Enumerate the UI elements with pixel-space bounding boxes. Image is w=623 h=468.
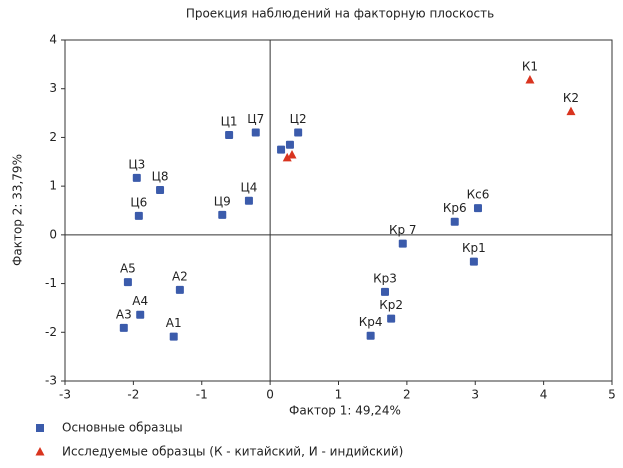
x-tick-label: 0 (266, 388, 274, 402)
y-tick-label: -3 (45, 374, 57, 388)
point (119, 323, 128, 332)
point (566, 106, 576, 116)
point (287, 149, 297, 159)
point (244, 196, 253, 205)
point (175, 285, 184, 294)
point (450, 217, 459, 226)
x-tick-label: 1 (335, 388, 343, 402)
point-label: К2 (563, 91, 579, 105)
point-label: Ц3 (128, 157, 145, 171)
point-label: Ц4 (240, 180, 257, 194)
point (366, 331, 375, 340)
point (473, 204, 482, 213)
legend-label: Исследуемые образцы (К - китайский, И - … (62, 445, 403, 459)
legend-label: Основные образцы (62, 421, 183, 435)
point-label: А4 (132, 294, 148, 308)
point (136, 310, 145, 319)
point-label: Ц7 (247, 112, 264, 126)
chart-title: Проекция наблюдений на факторную плоскос… (186, 7, 494, 21)
point (134, 211, 143, 220)
x-tick-label: 4 (540, 388, 548, 402)
x-axis-label: Фактор 1: 49,24% (289, 404, 401, 418)
point-label: Ц9 (214, 194, 231, 208)
point-label: Кр3 (373, 271, 397, 285)
point (156, 186, 165, 195)
point-label: Кр4 (359, 315, 383, 329)
x-tick-label: 3 (471, 388, 479, 402)
y-tick-label: 1 (49, 179, 57, 193)
point-label: А5 (120, 262, 136, 276)
point (251, 128, 260, 137)
point-label: Кр 7 (389, 223, 417, 237)
point (123, 278, 132, 287)
legend-marker (35, 447, 45, 456)
point-label: А3 (116, 307, 132, 321)
x-tick-label: 2 (403, 388, 411, 402)
point (225, 130, 234, 139)
y-tick-label: 3 (49, 81, 57, 95)
y-tick-label: 2 (49, 130, 57, 144)
point-label: А2 (172, 269, 188, 283)
point-label: Ц2 (290, 112, 307, 126)
point (398, 239, 407, 248)
y-axis-label: Фактор 2: 33,79% (11, 154, 25, 266)
legend-marker (36, 424, 44, 432)
point-label: Ц1 (221, 114, 238, 128)
point (469, 257, 478, 266)
y-tick-label: -1 (45, 276, 57, 290)
point (380, 287, 389, 296)
y-tick-label: 0 (49, 227, 57, 241)
point (218, 210, 227, 219)
x-tick-label: 5 (608, 388, 616, 402)
point-label: Кр2 (379, 298, 403, 312)
x-tick-label: -2 (127, 388, 139, 402)
point-label: Кр6 (443, 201, 467, 215)
y-tick-label: -2 (45, 325, 57, 339)
point (132, 173, 141, 182)
plot-frame (64, 39, 613, 382)
point (294, 128, 303, 137)
point (387, 314, 396, 323)
point-label: К1 (522, 59, 538, 73)
point (169, 332, 178, 341)
point-label: Ц8 (152, 170, 169, 184)
point (525, 74, 535, 84)
point (285, 140, 294, 149)
point-label: Кс6 (467, 188, 490, 202)
x-tick-label: -1 (196, 388, 208, 402)
x-tick-label: -3 (59, 388, 71, 402)
point-label: Ц6 (130, 195, 147, 209)
point-label: А1 (166, 316, 182, 330)
point (282, 152, 292, 162)
y-tick-label: 4 (49, 33, 57, 47)
point (277, 145, 286, 154)
point-label: Кр1 (462, 241, 486, 255)
